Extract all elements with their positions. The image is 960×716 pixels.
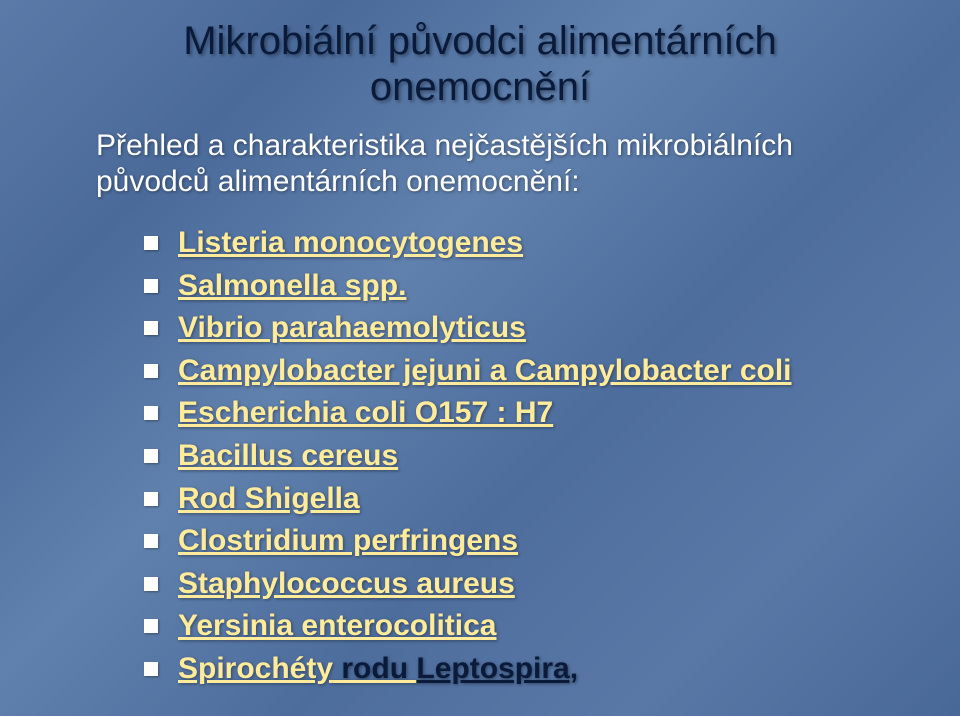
item-link[interactable]: Escherichia coli O157 : H7 (178, 396, 553, 429)
item-link[interactable]: Rod Shigella (178, 482, 360, 515)
item-link[interactable]: Spirochéty (178, 652, 333, 685)
item-trail: , (570, 652, 578, 685)
list-item: Staphylococcus aureus (144, 563, 910, 606)
list-item: Spirochéty rodu Leptospira, (144, 648, 910, 691)
bullet-list: Listeria monocytogenes Salmonella spp. V… (144, 222, 910, 691)
item-link[interactable]: Bacillus cereus (178, 439, 398, 472)
slide-subtitle: Přehled a charakteristika nejčastějších … (96, 128, 910, 200)
slide: Mikrobiální původci alimentárních onemoc… (0, 0, 960, 716)
item-text-dark: rodu (333, 652, 416, 685)
item-link[interactable]: Clostridium perfringens (178, 524, 518, 557)
list-item: Rod Shigella (144, 478, 910, 521)
item-link[interactable]: Staphylococcus aureus (178, 567, 515, 600)
list-item: Listeria monocytogenes (144, 222, 910, 265)
item-link[interactable]: Yersinia enterocolitica (178, 609, 496, 642)
list-item: Clostridium perfringens (144, 520, 910, 563)
list-item: Salmonella spp. (144, 265, 910, 308)
item-link-dark[interactable]: Leptospira (416, 652, 569, 685)
slide-title: Mikrobiální původci alimentárních onemoc… (50, 18, 910, 110)
list-item: Bacillus cereus (144, 435, 910, 478)
list-item: Vibrio parahaemolyticus (144, 307, 910, 350)
item-link[interactable]: Campylobacter jejuni a Campylobacter col… (178, 354, 792, 387)
list-item: Campylobacter jejuni a Campylobacter col… (144, 350, 910, 393)
item-link[interactable]: Vibrio parahaemolyticus (178, 311, 526, 344)
subtitle-line-2: původců alimentárních onemocnění: (96, 165, 580, 198)
list-item: Escherichia coli O157 : H7 (144, 392, 910, 435)
title-line-1: Mikrobiální původci alimentárních (183, 19, 777, 63)
subtitle-line-1: Přehled a charakteristika nejčastějších … (96, 129, 793, 162)
item-link[interactable]: Salmonella spp. (178, 269, 406, 302)
title-line-2: onemocnění (370, 65, 590, 109)
item-link[interactable]: Listeria monocytogenes (178, 226, 523, 259)
list-item: Yersinia enterocolitica (144, 605, 910, 648)
